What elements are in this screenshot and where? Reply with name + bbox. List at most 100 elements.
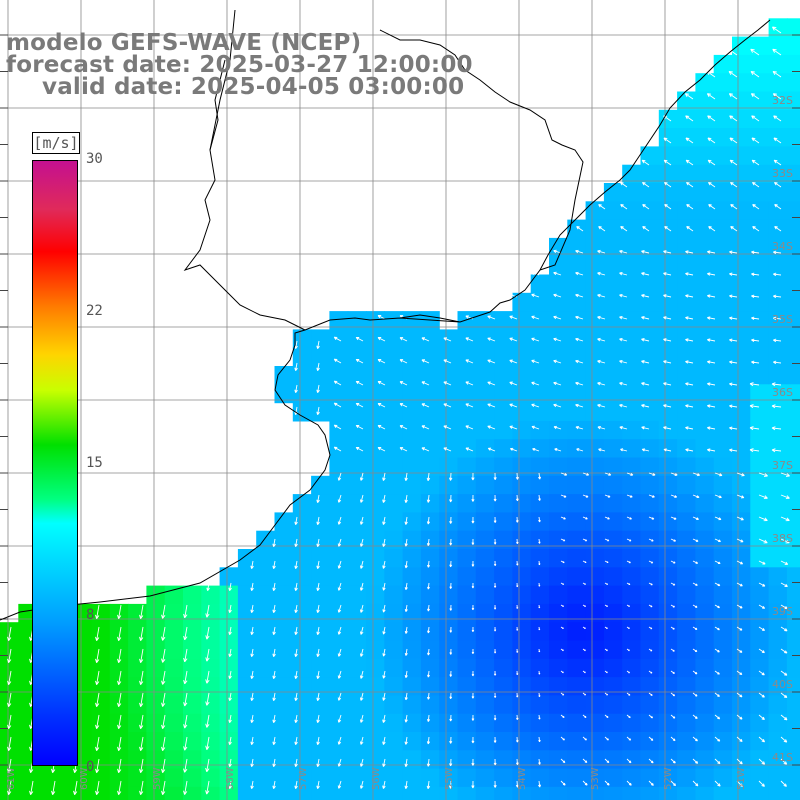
wind-arrow (714, 494, 722, 499)
wind-cell (402, 768, 422, 788)
wind-arrow (272, 714, 276, 723)
wind-arrow (685, 426, 694, 430)
wind-cell (256, 713, 276, 733)
wind-cell (457, 457, 477, 477)
wind-arrow (404, 670, 408, 679)
lon-label: 60W (79, 767, 90, 790)
wind-arrow (663, 404, 672, 408)
wind-arrow (707, 115, 716, 122)
wind-arrow (449, 560, 453, 568)
wind-arrow (250, 626, 254, 635)
wind-cell (786, 146, 800, 166)
wind-arrow (758, 692, 765, 698)
wind-arrow (382, 736, 386, 745)
wind-cell (786, 750, 800, 770)
wind-arrow (575, 381, 584, 386)
wind-cell (567, 603, 587, 623)
wind-arrow (183, 736, 188, 751)
wind-arrow (206, 582, 210, 591)
wind-cell (512, 713, 532, 733)
wind-cell (329, 457, 349, 477)
wind-arrow (780, 538, 790, 544)
wind-arrow (641, 316, 650, 320)
wind-cell (677, 457, 696, 477)
wind-cell (512, 530, 532, 550)
wind-cell (347, 475, 367, 495)
wind-arrow (228, 714, 232, 723)
wind-cell (512, 402, 532, 422)
wind-cell (530, 585, 550, 605)
wind-arrow (272, 648, 276, 657)
wind-arrow (359, 516, 364, 525)
wind-arrow (531, 403, 540, 408)
wind-cell (402, 457, 422, 477)
wind-arrow (538, 560, 541, 566)
wind-cell (622, 347, 642, 367)
wind-arrow (382, 648, 386, 657)
wind-cell (91, 622, 111, 642)
wind-cell (475, 786, 495, 800)
wind-arrow (161, 736, 166, 752)
wind-cell (329, 311, 349, 330)
wind-cell (622, 329, 642, 349)
wind-arrow (509, 425, 518, 430)
wind-cell (512, 603, 532, 623)
wind-arrow (751, 272, 760, 276)
wind-cell (384, 768, 404, 788)
wind-arrow (382, 472, 386, 481)
wind-cell (786, 347, 800, 367)
wind-cell (768, 366, 788, 385)
wind-cell (292, 768, 312, 788)
wind-cell (622, 622, 642, 642)
wind-cell (494, 677, 513, 696)
wind-arrow (597, 249, 606, 254)
wind-cell (292, 366, 312, 385)
wind-cell (512, 677, 532, 696)
wind-cell (677, 622, 696, 642)
wind-cell (201, 622, 221, 642)
wind-arrow (183, 780, 188, 795)
wind-cell (768, 603, 788, 623)
wind-arrow (471, 604, 475, 611)
wind-arrow (780, 626, 788, 632)
wind-arrow (516, 714, 519, 720)
wind-cell (713, 201, 733, 221)
wind-cell (549, 786, 568, 800)
wind-cell (402, 677, 422, 696)
wind-cell (750, 439, 770, 459)
wind-cell (713, 658, 733, 678)
wind-cell (695, 622, 715, 642)
wind-arrow (95, 648, 100, 664)
wind-cell (292, 402, 312, 422)
wind-cell (439, 567, 459, 587)
wind-arrow (758, 626, 765, 631)
wind-arrow (774, 181, 782, 188)
wind-cell (274, 366, 294, 385)
wind-cell (549, 457, 568, 477)
wind-arrow (359, 692, 364, 701)
wind-arrow (692, 560, 699, 564)
wind-cell (677, 549, 696, 568)
wind-cell (622, 768, 642, 788)
wind-arrow (685, 294, 694, 298)
wind-cell (585, 567, 605, 587)
wind-arrow (598, 448, 606, 452)
wind-cell (603, 786, 623, 800)
wind-cell (512, 567, 532, 587)
wind-cell (274, 750, 294, 770)
wind-arrow (333, 358, 342, 364)
wind-cell (512, 384, 532, 404)
wind-cell (237, 603, 257, 623)
wind-cell (713, 73, 733, 93)
wind-cell (585, 347, 605, 367)
wind-cell (750, 567, 770, 587)
wind-cell (750, 164, 770, 184)
wind-cell (750, 658, 770, 678)
wind-cell (622, 512, 642, 532)
wind-cell (274, 695, 294, 715)
wind-arrow (575, 403, 584, 408)
wind-cell (384, 750, 404, 770)
wind-cell (603, 311, 623, 330)
wind-arrow (515, 758, 519, 766)
wind-cell (420, 713, 440, 733)
